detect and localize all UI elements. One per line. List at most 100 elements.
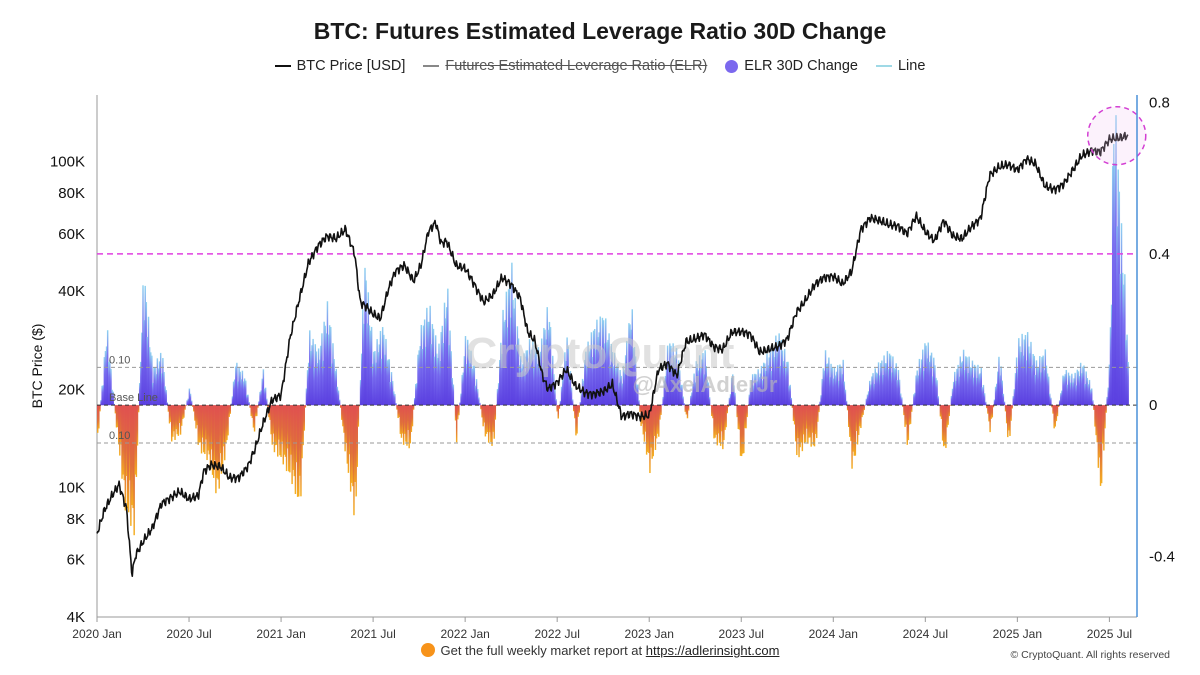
chart-title: BTC: Futures Estimated Leverage Ratio 30…	[313, 18, 887, 44]
elr-change-bar-negative	[490, 405, 492, 443]
elr-change-bar-positive	[765, 370, 767, 406]
elr-change-bar-positive	[1033, 355, 1036, 406]
elr-change-bar-positive	[152, 382, 154, 406]
elr-change-bar-negative	[130, 405, 132, 526]
elr-change-bar-negative	[990, 405, 992, 419]
elr-change-bar-positive	[1042, 355, 1044, 406]
elr-change-bar-positive	[1089, 389, 1092, 406]
elr-change-bar-positive	[889, 355, 892, 406]
elr-change-bar-positive	[617, 363, 619, 406]
elr-change-bar-negative	[279, 405, 281, 456]
elr-change-bar-positive	[150, 352, 152, 406]
elr-change-bar-positive	[634, 356, 637, 406]
elr-change-bar-negative	[293, 405, 296, 477]
elr-change-bar-positive	[500, 342, 502, 406]
elr-change-bar-positive	[924, 343, 926, 406]
elr-change-bar-positive	[887, 369, 890, 406]
elr-change-bar-negative	[723, 405, 725, 441]
elr-change-bar-positive	[878, 375, 881, 406]
elr-change-bar-negative	[172, 405, 174, 437]
elr-change-bar-positive	[930, 352, 933, 406]
elr-change-bar-positive	[835, 371, 838, 406]
legend-item-line[interactable]: Line	[875, 58, 925, 74]
elr-change-bar-positive	[479, 402, 481, 406]
elr-change-bar-negative	[991, 405, 994, 418]
legend-item-elr-30d-change[interactable]: ELR 30D Change	[725, 58, 858, 74]
elr-change-bar-positive	[507, 289, 510, 406]
elr-change-bar-positive	[1000, 366, 1002, 406]
elr-change-bar-positive	[623, 370, 626, 406]
elr-change-bar-negative	[167, 405, 170, 412]
elr-change-bar-positive	[770, 370, 773, 406]
elr-change-bar-positive	[729, 394, 732, 406]
elr-change-bar-negative	[908, 405, 911, 425]
elr-change-bar-positive	[914, 392, 916, 406]
elr-change-bar-negative	[131, 405, 133, 506]
elr-change-bar-positive	[1083, 365, 1085, 406]
elr-change-bar-positive	[416, 383, 418, 406]
y-left-tick-label: 8K	[67, 511, 85, 528]
elr-change-bar-negative	[863, 405, 865, 411]
elr-change-bar-positive	[598, 332, 600, 406]
elr-change-bar-negative	[656, 405, 659, 434]
legend-item-elr[interactable]: Futures Estimated Leverage Ratio (ELR)	[423, 58, 707, 74]
elr-change-bar-positive	[449, 330, 451, 406]
elr-change-bar-positive	[104, 351, 107, 406]
elr-change-bar-negative	[804, 405, 807, 443]
elr-change-bar-negative	[282, 405, 284, 465]
elr-change-bar-positive	[767, 365, 769, 406]
footer-link[interactable]: https://adlerinsight.com	[645, 643, 780, 658]
elr-change-bar-positive	[1124, 274, 1126, 406]
elr-change-bar-positive	[867, 391, 870, 406]
elr-change-bar-positive	[1118, 191, 1121, 406]
elr-change-bar-positive	[830, 363, 832, 406]
elr-change-bar-negative	[201, 405, 204, 438]
elr-change-bar-positive	[338, 399, 341, 406]
elr-change-bar-positive	[774, 357, 776, 406]
elr-change-bar-positive	[1014, 373, 1017, 406]
elr-change-bar-negative	[206, 405, 208, 461]
y-left-tick-label: 10K	[58, 479, 85, 496]
elr-change-bar-negative	[685, 405, 688, 415]
elr-change-bar-negative	[846, 405, 849, 411]
elr-change-bar-positive	[518, 365, 521, 406]
elr-change-bar-positive	[892, 356, 894, 406]
elr-change-bar-positive	[233, 379, 236, 406]
elr-change-bar-positive	[523, 353, 525, 406]
elr-change-bar-positive	[539, 351, 542, 406]
elr-change-bar-positive	[1015, 357, 1018, 406]
elr-change-bar-positive	[884, 363, 886, 406]
elr-change-bar-positive	[979, 373, 981, 406]
elr-change-bar-negative	[457, 405, 459, 420]
elr-change-bar-positive	[542, 363, 544, 406]
elr-change-bar-positive	[933, 357, 935, 406]
elr-change-bar-positive	[439, 360, 441, 406]
elr-change-bar-positive	[679, 370, 681, 406]
elr-change-bar-negative	[1096, 405, 1098, 443]
legend-swatch-elr	[423, 65, 440, 67]
elr-change-bar-negative	[219, 405, 222, 454]
elr-change-bar-negative	[342, 405, 344, 427]
elr-change-bar-positive	[384, 354, 386, 406]
elr-change-bar-negative	[905, 405, 907, 425]
elr-change-bar-positive	[840, 366, 842, 406]
elr-change-bar-negative	[216, 405, 218, 478]
elr-change-bar-negative	[343, 405, 345, 433]
elr-change-bar-positive	[465, 364, 468, 406]
elr-change-bar-negative	[180, 405, 183, 426]
elr-change-bar-positive	[337, 390, 340, 406]
elr-change-bar-negative	[740, 405, 743, 457]
elr-change-bar-positive	[330, 326, 332, 406]
elr-change-bar-positive	[260, 390, 262, 406]
elr-change-bar-negative	[481, 405, 483, 418]
elr-change-bar-positive	[440, 332, 442, 406]
elr-change-bar-positive	[1113, 144, 1115, 406]
elr-change-bar-positive	[834, 375, 837, 406]
elr-change-bar-positive	[1125, 340, 1127, 406]
legend-item-btc-price[interactable]: BTC Price [USD]	[274, 58, 405, 74]
elr-change-bar-negative	[743, 405, 745, 454]
elr-change-bar-positive	[972, 377, 975, 406]
elr-change-bar-negative	[801, 405, 804, 452]
elr-change-bar-positive	[515, 344, 518, 406]
elr-change-bar-positive	[994, 386, 997, 406]
